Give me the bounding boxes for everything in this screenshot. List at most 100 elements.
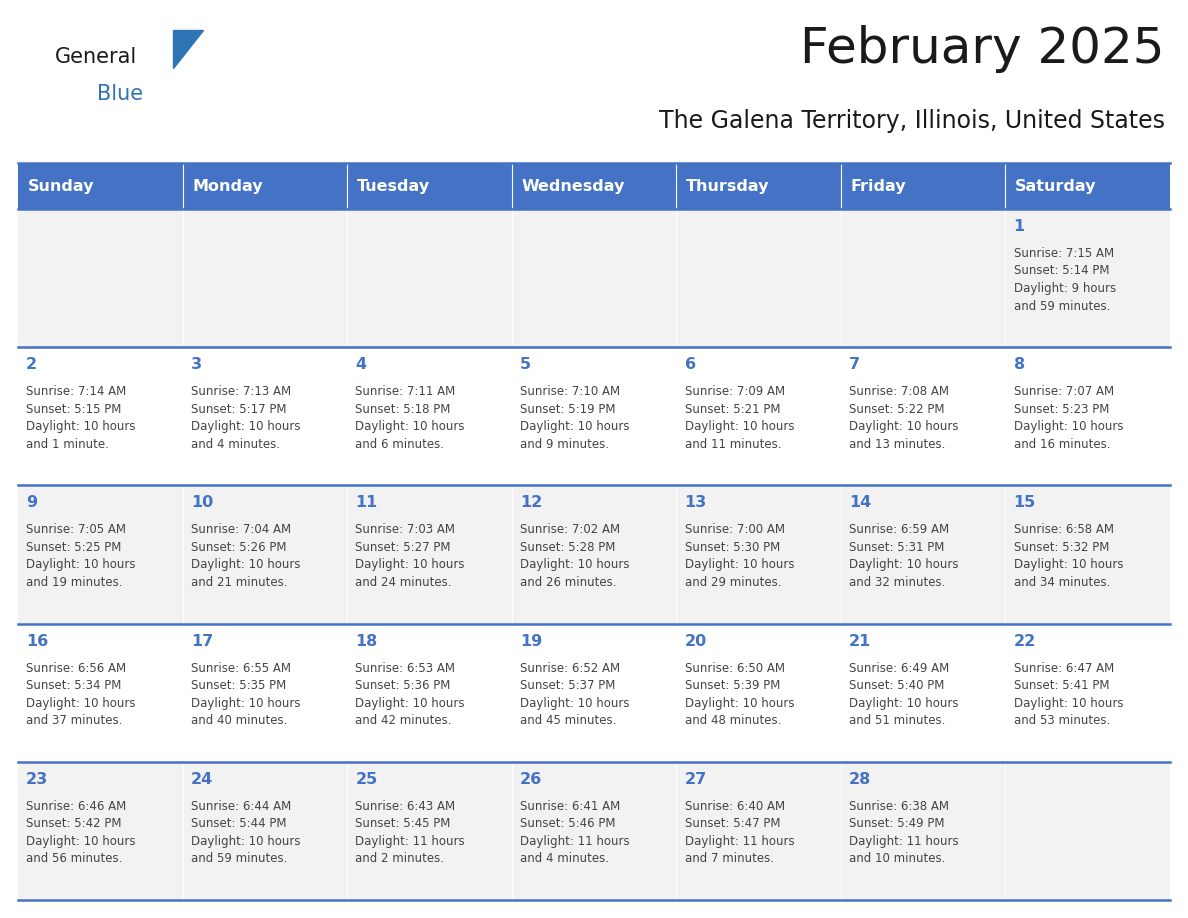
- Text: 28: 28: [849, 772, 871, 787]
- Text: 10: 10: [191, 496, 213, 510]
- Bar: [841, 209, 1005, 347]
- Text: Sunrise: 6:52 AM
Sunset: 5:37 PM
Daylight: 10 hours
and 45 minutes.: Sunrise: 6:52 AM Sunset: 5:37 PM Dayligh…: [520, 662, 630, 727]
- Bar: [676, 762, 841, 900]
- Bar: [347, 762, 512, 900]
- Bar: [1005, 486, 1170, 623]
- Text: Blue: Blue: [97, 84, 143, 104]
- Text: Wednesday: Wednesday: [522, 178, 625, 194]
- Bar: [841, 347, 1005, 486]
- Text: Sunrise: 6:59 AM
Sunset: 5:31 PM
Daylight: 10 hours
and 32 minutes.: Sunrise: 6:59 AM Sunset: 5:31 PM Dayligh…: [849, 523, 959, 589]
- Bar: [18, 209, 183, 347]
- Bar: [676, 486, 841, 623]
- Text: 20: 20: [684, 633, 707, 649]
- Bar: [347, 486, 512, 623]
- Text: 5: 5: [520, 357, 531, 372]
- Text: 11: 11: [355, 496, 378, 510]
- Bar: [512, 347, 676, 486]
- Text: Sunrise: 7:04 AM
Sunset: 5:26 PM
Daylight: 10 hours
and 21 minutes.: Sunrise: 7:04 AM Sunset: 5:26 PM Dayligh…: [191, 523, 301, 589]
- Text: Sunrise: 6:49 AM
Sunset: 5:40 PM
Daylight: 10 hours
and 51 minutes.: Sunrise: 6:49 AM Sunset: 5:40 PM Dayligh…: [849, 662, 959, 727]
- Text: Sunrise: 7:00 AM
Sunset: 5:30 PM
Daylight: 10 hours
and 29 minutes.: Sunrise: 7:00 AM Sunset: 5:30 PM Dayligh…: [684, 523, 794, 589]
- Text: Sunrise: 7:07 AM
Sunset: 5:23 PM
Daylight: 10 hours
and 16 minutes.: Sunrise: 7:07 AM Sunset: 5:23 PM Dayligh…: [1013, 386, 1123, 451]
- Text: Sunrise: 6:58 AM
Sunset: 5:32 PM
Daylight: 10 hours
and 34 minutes.: Sunrise: 6:58 AM Sunset: 5:32 PM Dayligh…: [1013, 523, 1123, 589]
- Bar: [183, 762, 347, 900]
- Text: 27: 27: [684, 772, 707, 787]
- Bar: [347, 347, 512, 486]
- Bar: [676, 163, 841, 209]
- Bar: [18, 486, 183, 623]
- Text: Sunrise: 6:41 AM
Sunset: 5:46 PM
Daylight: 11 hours
and 4 minutes.: Sunrise: 6:41 AM Sunset: 5:46 PM Dayligh…: [520, 800, 630, 866]
- Bar: [676, 347, 841, 486]
- Text: Sunrise: 6:46 AM
Sunset: 5:42 PM
Daylight: 10 hours
and 56 minutes.: Sunrise: 6:46 AM Sunset: 5:42 PM Dayligh…: [26, 800, 135, 866]
- Text: 22: 22: [1013, 633, 1036, 649]
- Text: Tuesday: Tuesday: [358, 178, 430, 194]
- Text: Sunrise: 7:03 AM
Sunset: 5:27 PM
Daylight: 10 hours
and 24 minutes.: Sunrise: 7:03 AM Sunset: 5:27 PM Dayligh…: [355, 523, 465, 589]
- Text: 7: 7: [849, 357, 860, 372]
- Text: Monday: Monday: [192, 178, 263, 194]
- Text: Sunrise: 6:38 AM
Sunset: 5:49 PM
Daylight: 11 hours
and 10 minutes.: Sunrise: 6:38 AM Sunset: 5:49 PM Dayligh…: [849, 800, 959, 866]
- Text: 12: 12: [520, 496, 542, 510]
- Text: 26: 26: [520, 772, 542, 787]
- Text: Sunrise: 6:47 AM
Sunset: 5:41 PM
Daylight: 10 hours
and 53 minutes.: Sunrise: 6:47 AM Sunset: 5:41 PM Dayligh…: [1013, 662, 1123, 727]
- Text: Sunrise: 7:14 AM
Sunset: 5:15 PM
Daylight: 10 hours
and 1 minute.: Sunrise: 7:14 AM Sunset: 5:15 PM Dayligh…: [26, 386, 135, 451]
- Bar: [183, 209, 347, 347]
- Bar: [512, 486, 676, 623]
- Text: 19: 19: [520, 633, 542, 649]
- Text: 14: 14: [849, 496, 871, 510]
- Bar: [512, 623, 676, 762]
- Bar: [183, 163, 347, 209]
- Text: Sunrise: 7:02 AM
Sunset: 5:28 PM
Daylight: 10 hours
and 26 minutes.: Sunrise: 7:02 AM Sunset: 5:28 PM Dayligh…: [520, 523, 630, 589]
- Bar: [841, 623, 1005, 762]
- Text: Friday: Friday: [851, 178, 906, 194]
- Text: 13: 13: [684, 496, 707, 510]
- Bar: [347, 163, 512, 209]
- Bar: [841, 163, 1005, 209]
- Text: February 2025: February 2025: [801, 25, 1165, 73]
- Text: Sunrise: 7:11 AM
Sunset: 5:18 PM
Daylight: 10 hours
and 6 minutes.: Sunrise: 7:11 AM Sunset: 5:18 PM Dayligh…: [355, 386, 465, 451]
- Text: General: General: [55, 47, 138, 67]
- Polygon shape: [173, 30, 203, 68]
- Text: Sunrise: 7:08 AM
Sunset: 5:22 PM
Daylight: 10 hours
and 13 minutes.: Sunrise: 7:08 AM Sunset: 5:22 PM Dayligh…: [849, 386, 959, 451]
- Text: 8: 8: [1013, 357, 1025, 372]
- Bar: [512, 163, 676, 209]
- Text: 23: 23: [26, 772, 49, 787]
- Text: 18: 18: [355, 633, 378, 649]
- Bar: [183, 623, 347, 762]
- Bar: [183, 347, 347, 486]
- Bar: [1005, 347, 1170, 486]
- Bar: [676, 209, 841, 347]
- Bar: [1005, 209, 1170, 347]
- Bar: [1005, 762, 1170, 900]
- Text: Sunrise: 6:43 AM
Sunset: 5:45 PM
Daylight: 11 hours
and 2 minutes.: Sunrise: 6:43 AM Sunset: 5:45 PM Dayligh…: [355, 800, 465, 866]
- Text: Sunrise: 7:10 AM
Sunset: 5:19 PM
Daylight: 10 hours
and 9 minutes.: Sunrise: 7:10 AM Sunset: 5:19 PM Dayligh…: [520, 386, 630, 451]
- Bar: [18, 623, 183, 762]
- Bar: [183, 486, 347, 623]
- Bar: [18, 762, 183, 900]
- Text: Sunrise: 6:56 AM
Sunset: 5:34 PM
Daylight: 10 hours
and 37 minutes.: Sunrise: 6:56 AM Sunset: 5:34 PM Dayligh…: [26, 662, 135, 727]
- Text: Sunrise: 7:15 AM
Sunset: 5:14 PM
Daylight: 9 hours
and 59 minutes.: Sunrise: 7:15 AM Sunset: 5:14 PM Dayligh…: [1013, 247, 1116, 312]
- Text: Sunday: Sunday: [27, 178, 94, 194]
- Text: Sunrise: 7:05 AM
Sunset: 5:25 PM
Daylight: 10 hours
and 19 minutes.: Sunrise: 7:05 AM Sunset: 5:25 PM Dayligh…: [26, 523, 135, 589]
- Text: 4: 4: [355, 357, 366, 372]
- Text: 17: 17: [191, 633, 213, 649]
- Text: Sunrise: 6:55 AM
Sunset: 5:35 PM
Daylight: 10 hours
and 40 minutes.: Sunrise: 6:55 AM Sunset: 5:35 PM Dayligh…: [191, 662, 301, 727]
- Text: 6: 6: [684, 357, 696, 372]
- Bar: [512, 762, 676, 900]
- Text: Sunrise: 6:50 AM
Sunset: 5:39 PM
Daylight: 10 hours
and 48 minutes.: Sunrise: 6:50 AM Sunset: 5:39 PM Dayligh…: [684, 662, 794, 727]
- Bar: [841, 486, 1005, 623]
- Text: Sunrise: 6:53 AM
Sunset: 5:36 PM
Daylight: 10 hours
and 42 minutes.: Sunrise: 6:53 AM Sunset: 5:36 PM Dayligh…: [355, 662, 465, 727]
- Bar: [18, 163, 183, 209]
- Text: The Galena Territory, Illinois, United States: The Galena Territory, Illinois, United S…: [659, 109, 1165, 133]
- Bar: [347, 623, 512, 762]
- Text: Thursday: Thursday: [687, 178, 770, 194]
- Text: 25: 25: [355, 772, 378, 787]
- Text: Saturday: Saturday: [1016, 178, 1097, 194]
- Text: 2: 2: [26, 357, 37, 372]
- Text: Sunrise: 7:13 AM
Sunset: 5:17 PM
Daylight: 10 hours
and 4 minutes.: Sunrise: 7:13 AM Sunset: 5:17 PM Dayligh…: [191, 386, 301, 451]
- Text: 24: 24: [191, 772, 213, 787]
- Text: Sunrise: 7:09 AM
Sunset: 5:21 PM
Daylight: 10 hours
and 11 minutes.: Sunrise: 7:09 AM Sunset: 5:21 PM Dayligh…: [684, 386, 794, 451]
- Bar: [676, 623, 841, 762]
- Text: Sunrise: 6:40 AM
Sunset: 5:47 PM
Daylight: 11 hours
and 7 minutes.: Sunrise: 6:40 AM Sunset: 5:47 PM Dayligh…: [684, 800, 794, 866]
- Text: 3: 3: [191, 357, 202, 372]
- Text: Sunrise: 6:44 AM
Sunset: 5:44 PM
Daylight: 10 hours
and 59 minutes.: Sunrise: 6:44 AM Sunset: 5:44 PM Dayligh…: [191, 800, 301, 866]
- Text: 9: 9: [26, 496, 37, 510]
